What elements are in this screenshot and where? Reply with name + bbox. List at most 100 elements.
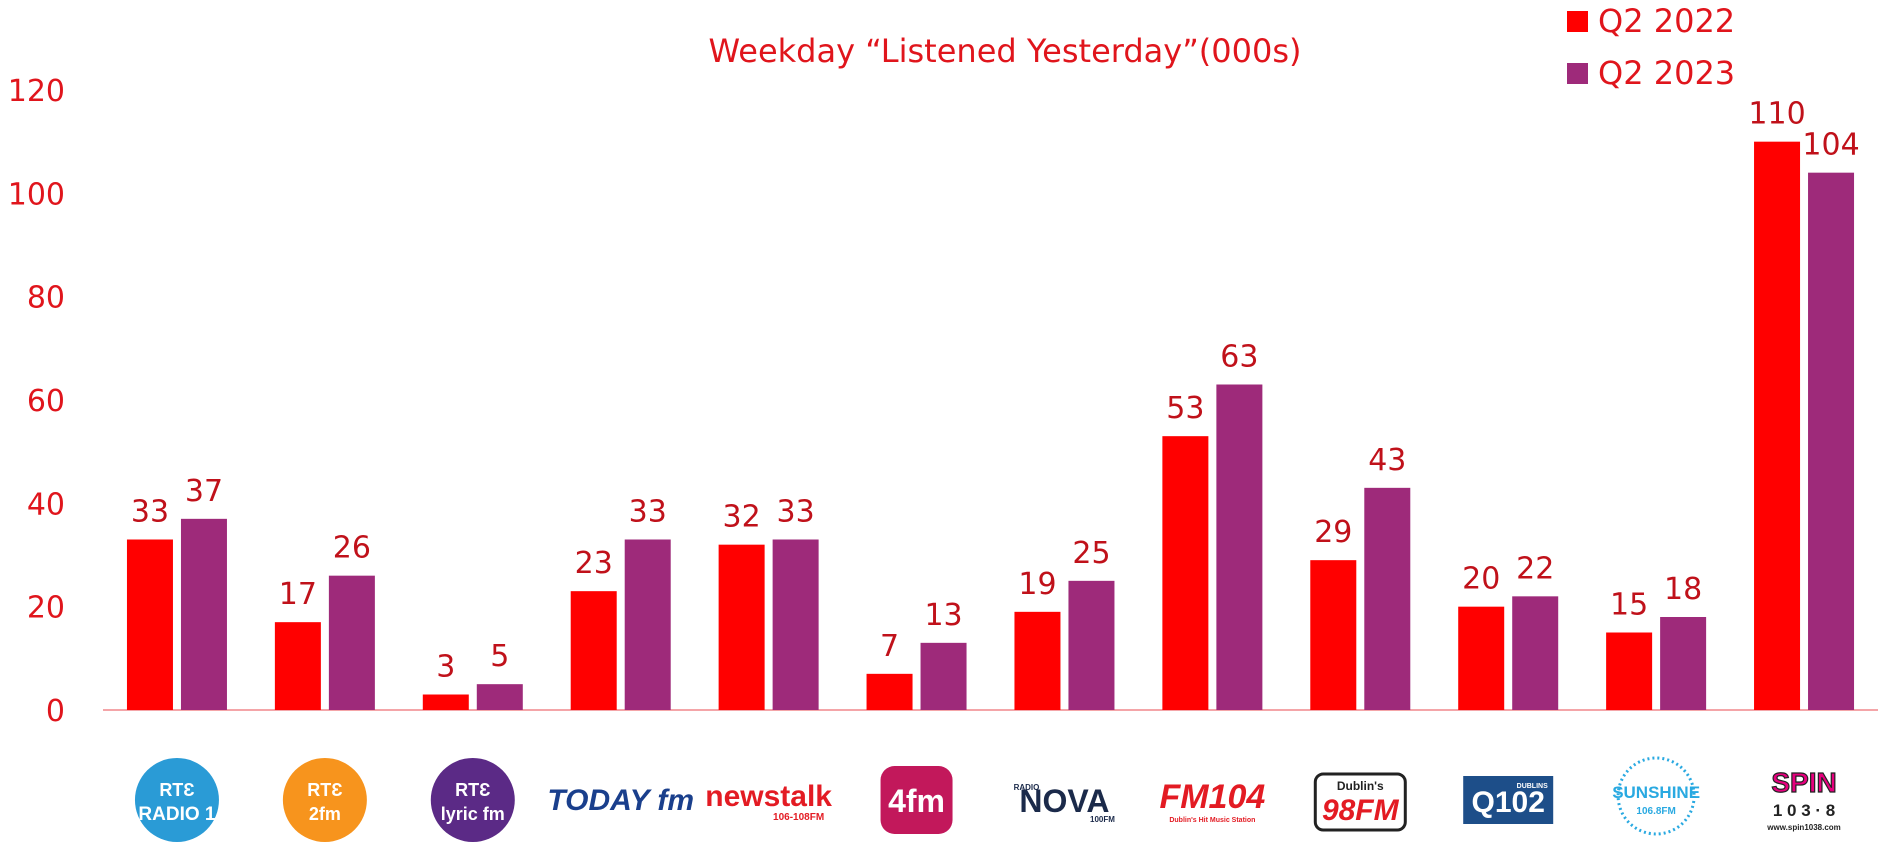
- spin-logo: SPIN 1 0 3 · 8 www.spin1038.com: [1766, 766, 1841, 832]
- rte-2fm-logo-text: RTƐ: [307, 780, 342, 800]
- spin-logo-text: 1 0 3 · 8: [1773, 801, 1835, 820]
- bar-q2-2022-7: [1014, 611, 1061, 710]
- 98fm-logo-text: Dublin's: [1337, 779, 1384, 793]
- bar-q2-2023-8: [1216, 384, 1263, 710]
- rte-radio1-logo: RTƐ RADIO 1: [134, 758, 219, 842]
- bar-q2-2022-1: [126, 539, 173, 710]
- radio-nova-logo-text: NOVA: [1019, 783, 1109, 819]
- 4fm-logo: 4fm: [880, 766, 953, 834]
- data-label-q2-2022-9: 29: [1314, 515, 1352, 550]
- data-label-q2-2022-10: 20: [1462, 562, 1500, 597]
- data-label-q2-2023-10: 22: [1516, 551, 1554, 586]
- bar-q2-2023-1: [180, 518, 227, 710]
- data-labels: 33 37 17 26 3 5 23 33 32 33 7 13 19 25 53 63 29 43 20 22 15 1…: [131, 97, 1860, 685]
- 98fm-logo-text: 98FM: [1322, 794, 1400, 827]
- bar-q2-2023-6: [920, 642, 967, 710]
- rte-radio1-logo-badge: [134, 758, 219, 842]
- data-label-q2-2022-5: 32: [723, 500, 761, 535]
- data-label-q2-2023-8: 63: [1220, 340, 1258, 375]
- bar-q2-2023-2: [328, 575, 375, 710]
- data-label-q2-2022-11: 15: [1610, 588, 1648, 623]
- rte-lyricfm-logo-text: RTƐ: [455, 780, 490, 800]
- bar-q2-2022-10: [1458, 606, 1505, 710]
- y-tick-label-100: 100: [8, 177, 65, 212]
- rte-radio1-logo-text: RADIO 1: [138, 804, 216, 825]
- rte-2fm-logo-badge: [282, 758, 367, 842]
- bar-q2-2023-4: [624, 539, 671, 710]
- fm104-logo-text: Dublin's Hit Music Station: [1169, 817, 1255, 824]
- data-label-q2-2023-3: 5: [490, 639, 509, 674]
- data-label-q2-2023-5: 33: [777, 495, 815, 530]
- rte-lyricfm-logo: RTƐ lyric fm: [430, 758, 515, 842]
- newstalk-logo-text: newstalk: [705, 780, 832, 813]
- spin-logo-text: www.spin1038.com: [1766, 823, 1841, 832]
- legend-swatch-q2-2022: [1567, 11, 1588, 32]
- today-fm-logo: TODAY fm: [547, 784, 694, 817]
- bars: [126, 141, 1855, 710]
- data-label-q2-2023-12: 104: [1802, 128, 1859, 163]
- bar-q2-2023-3: [476, 684, 523, 710]
- data-label-q2-2022-3: 3: [436, 650, 455, 685]
- data-label-q2-2023-6: 13: [924, 598, 962, 633]
- rte-lyricfm-logo-text: lyric fm: [441, 804, 505, 824]
- bar-q2-2022-3: [422, 694, 469, 710]
- bar-q2-2022-6: [866, 673, 913, 710]
- 98fm-logo-frame: [1313, 772, 1407, 832]
- data-label-q2-2022-2: 17: [279, 577, 317, 612]
- data-label-q2-2023-1: 37: [185, 474, 223, 509]
- y-tick-label-60: 60: [27, 384, 65, 419]
- rte-lyricfm-logo-badge: [430, 758, 515, 842]
- data-label-q2-2023-4: 33: [629, 495, 667, 530]
- y-axis: 0 20 40 60 80 100 120: [8, 74, 65, 729]
- data-label-q2-2023-11: 18: [1664, 572, 1702, 607]
- bar-q2-2022-4: [570, 591, 617, 710]
- bar-q2-2022-5: [718, 544, 765, 710]
- radio-nova-logo-text: 100FM: [1090, 815, 1115, 824]
- q102-logo-badge: [1463, 776, 1554, 824]
- bar-q2-2023-7: [1068, 580, 1115, 710]
- rte-2fm-logo-text: 2fm: [309, 804, 341, 824]
- today-fm-logo-text: TODAY fm: [547, 784, 694, 817]
- spin-logo-text: SPIN: [1771, 767, 1836, 798]
- chart-title: Weekday “Listened Yesterday”(000s): [708, 32, 1301, 70]
- fm104-logo-text: FM104: [1159, 778, 1265, 816]
- sunshine-logo: SUNSHINE 106.8FM: [1612, 756, 1700, 836]
- bar-q2-2023-9: [1364, 487, 1411, 710]
- data-label-q2-2022-12: 110: [1748, 97, 1805, 132]
- bar-q2-2023-11: [1660, 617, 1707, 710]
- data-label-q2-2023-9: 43: [1368, 443, 1406, 478]
- rte-2fm-logo: RTƐ 2fm: [282, 758, 367, 842]
- legend-swatch-q2-2023: [1567, 63, 1588, 84]
- data-label-q2-2023-7: 25: [1072, 536, 1110, 571]
- 4fm-logo-badge: [880, 766, 953, 834]
- legend-label-q2-2022: Q2 2022: [1598, 2, 1735, 40]
- station-logos: RTƐ RADIO 1 RTƐ 2fm RTƐ lyric fm TODAY fm newst…: [134, 756, 1841, 842]
- bar-q2-2022-12: [1754, 141, 1801, 710]
- legend: Q2 2022 Q2 2023: [1567, 2, 1735, 92]
- y-tick-label-40: 40: [27, 487, 65, 522]
- data-label-q2-2023-2: 26: [333, 531, 371, 566]
- y-tick-label-20: 20: [27, 591, 65, 626]
- y-tick-label-80: 80: [27, 281, 65, 316]
- bar-q2-2023-12: [1808, 172, 1855, 710]
- 4fm-logo-text: 4fm: [888, 783, 945, 819]
- sunshine-logo-ring: [1616, 756, 1696, 836]
- radio-nova-logo-text: RADIO: [1014, 783, 1040, 792]
- y-tick-label-120: 120: [8, 74, 65, 109]
- sunshine-logo-text: SUNSHINE: [1612, 783, 1700, 802]
- data-label-q2-2022-4: 23: [575, 546, 613, 581]
- y-tick-label-0: 0: [46, 694, 65, 729]
- q102-logo-text: DUBLINS: [1517, 783, 1548, 790]
- data-label-q2-2022-7: 19: [1018, 567, 1056, 602]
- bar-q2-2022-8: [1162, 436, 1209, 710]
- rte-radio1-logo-text: RTƐ: [159, 780, 194, 800]
- newstalk-logo-text: 106-108FM: [773, 812, 824, 823]
- bar-q2-2022-2: [274, 622, 321, 710]
- data-label-q2-2022-8: 53: [1166, 391, 1204, 426]
